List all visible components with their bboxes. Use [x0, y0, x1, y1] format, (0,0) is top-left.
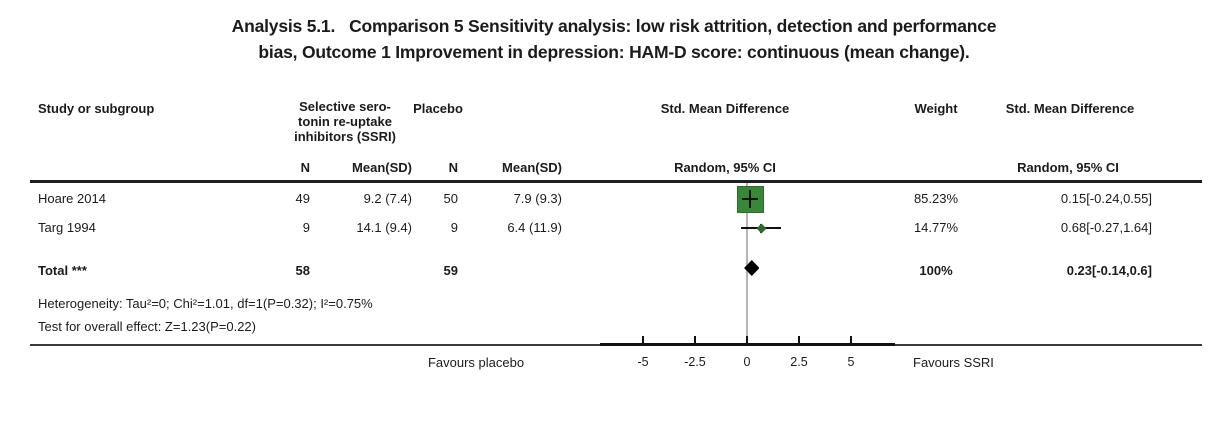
header-rule — [30, 180, 1202, 183]
smd-ci-value: 0.15[-0.24,0.55] — [1060, 191, 1152, 206]
column-header-ssri-group: Selective sero- tonin re-uptake inhibito… — [294, 99, 396, 144]
placebo-meansd-value: 6.4 (11.9) — [507, 220, 562, 235]
ssri-meansd-value: 9.2 (7.4) — [363, 191, 412, 206]
ssri-meansd-value: 14.1 (9.4) — [356, 220, 412, 235]
axis-line — [600, 343, 895, 346]
total-label: Total *** — [38, 263, 87, 278]
axis-tick — [746, 336, 748, 344]
heterogeneity-note: Heterogeneity: Tau²=0; Chi²=1.01, df=1(P… — [38, 296, 373, 311]
figure-title-line1: Analysis 5.1. Comparison 5 Sensitivity a… — [231, 16, 997, 36]
effect-square-marker — [736, 185, 764, 213]
column-header-study: Study or subgroup — [38, 101, 155, 116]
ssri-n-value: 9 — [302, 220, 310, 235]
total-placebo-n: 59 — [443, 263, 458, 278]
placebo-n-value: 50 — [443, 191, 458, 206]
axis-tick — [798, 336, 800, 344]
zero-line — [746, 183, 748, 344]
axis-tick — [642, 336, 644, 344]
overall-effect-note: Test for overall effect: Z=1.23(P=0.22) — [38, 319, 256, 334]
figure-title-line2: bias, Outcome 1 Improvement in depressio… — [258, 42, 970, 62]
axis-tick-label: -2.5 — [684, 355, 706, 369]
axis-tick-label: 5 — [847, 355, 855, 369]
favours-left-label: Favours placebo — [427, 355, 525, 370]
weight-value: 85.23% — [913, 191, 959, 206]
subheader-model-plot: Random, 95% CI — [674, 160, 776, 175]
axis-tick-label: 2.5 — [790, 355, 808, 369]
subheader-model-text: Random, 95% CI — [1017, 160, 1119, 175]
axis-tick — [694, 336, 696, 344]
axis-tick — [850, 336, 852, 344]
subheader-meansd-ssri: Mean(SD) — [352, 160, 412, 175]
placebo-meansd-value: 7.9 (9.3) — [513, 191, 562, 206]
effect-diamond-marker — [756, 223, 767, 233]
column-header-smd-text: Std. Mean Difference — [1005, 101, 1135, 116]
axis-tick-label: -5 — [637, 355, 649, 369]
subheader-n-ssri: N — [300, 160, 310, 175]
placebo-n-value: 9 — [450, 220, 458, 235]
total-ssri-n: 58 — [295, 263, 310, 278]
column-header-smd-plot: Std. Mean Difference — [660, 101, 790, 116]
ssri-n-value: 49 — [295, 191, 310, 206]
favours-right-label: Favours SSRI — [913, 355, 994, 370]
study-name: Targ 1994 — [38, 220, 96, 235]
subheader-meansd-placebo: Mean(SD) — [502, 160, 562, 175]
weight-value: 14.77% — [913, 220, 959, 235]
column-header-weight: Weight — [914, 101, 958, 116]
smd-ci-value: 0.68[-0.27,1.64] — [1060, 220, 1152, 235]
total-diamond-marker — [744, 260, 760, 276]
study-name: Hoare 2014 — [38, 191, 106, 206]
column-header-placebo-group: Placebo — [413, 101, 463, 116]
total-smd-ci: 0.23[-0.14,0.6] — [1066, 263, 1152, 278]
point-estimate-tick — [749, 190, 751, 208]
total-weight: 100% — [919, 263, 953, 278]
subheader-n-placebo: N — [448, 160, 458, 175]
axis-tick-label: 0 — [743, 355, 751, 369]
